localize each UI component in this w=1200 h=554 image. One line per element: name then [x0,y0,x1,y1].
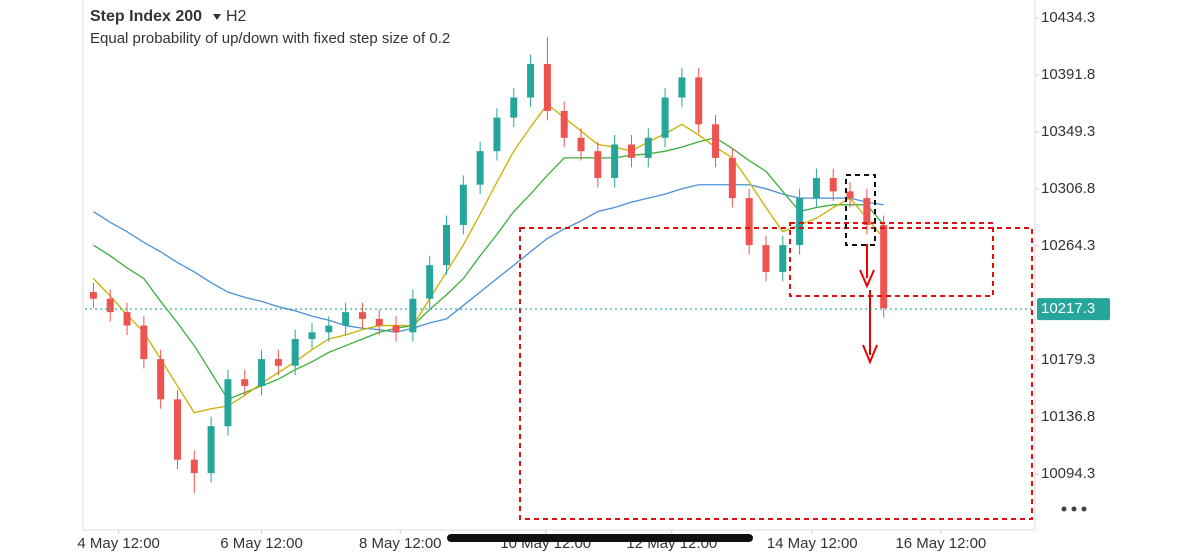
candle-body [291,338,299,366]
highlight-box [845,174,876,246]
timeframe[interactable]: H2 [226,8,247,25]
candle-body [409,298,417,333]
menu-dot[interactable] [1061,506,1067,512]
dropdown-icon[interactable] [213,14,221,20]
zone-box [519,227,1033,520]
candle-body [695,77,703,125]
x-tick-label: 6 May 12:00 [220,535,303,552]
candle-body [594,151,602,179]
candle-body [157,359,165,400]
candle-body [846,191,854,199]
candle-body [358,312,366,319]
candle-body [241,379,249,386]
candle-body [678,77,686,98]
candle-body [459,184,467,225]
candle-body [308,332,316,339]
candle-body [392,325,400,333]
candle-body [527,63,535,98]
candle-body [426,265,434,299]
arrow-head [862,344,878,365]
menu-dot[interactable] [1081,506,1087,512]
candle-body [190,459,198,474]
candle-body [443,224,451,266]
last-price-box [1037,298,1110,321]
y-tick-label: 10264.3 [1041,237,1095,254]
candle-body [745,198,753,246]
candle-body [577,137,585,152]
y-tick-label: 10349.3 [1041,123,1095,140]
candle-body [274,359,282,366]
candle-body [493,117,501,152]
x-tick-label: 16 May 12:00 [895,535,986,552]
candle-body [779,245,787,272]
candle-body [140,325,148,360]
home-indicator [447,534,753,542]
chart-title: Step Index 200 [90,8,202,25]
candle-body [611,144,619,179]
y-tick-label: 10094.3 [1041,465,1095,482]
candle-body [123,312,131,326]
candle-body [728,157,736,199]
menu-dot[interactable] [1071,506,1077,512]
candle-body [106,298,114,313]
zone-box [789,222,994,297]
y-tick-label: 10391.8 [1041,66,1095,83]
candle-body [661,97,669,138]
candle-body [712,124,720,158]
plot-area [89,37,888,494]
x-tick-label: 8 May 12:00 [359,535,442,552]
candle-body [476,151,484,185]
candle-body [863,198,871,225]
candle-body [342,312,350,326]
y-tick-label: 10179.3 [1041,351,1095,368]
candle-body [796,198,804,246]
candle-body [173,399,181,460]
more-menu[interactable] [1061,506,1087,512]
y-tick-label: 10306.8 [1041,180,1095,197]
candle-body [543,63,551,111]
y-tick-label: 10136.8 [1041,408,1095,425]
candle-body [375,318,383,326]
candle-body [510,97,518,118]
candle-body [812,178,820,199]
candle-body [89,292,97,299]
candle-body [880,224,888,309]
candle-body [325,325,333,333]
candle-body [829,178,837,192]
candle-body [560,110,568,138]
candle-body [762,245,770,272]
candle-body [207,426,215,474]
chart-subtitle: Equal probability of up/down with fixed … [90,30,450,47]
candle-body [258,359,266,386]
y-tick-label: 10434.3 [1041,9,1095,26]
x-tick-label: 4 May 12:00 [77,535,160,552]
candle-body [644,137,652,158]
x-tick-label: 14 May 12:00 [767,535,858,552]
last-price-label: 10217.3 [1041,300,1095,317]
candle-body [627,144,635,158]
arrow-head [859,269,875,289]
candle-body [224,379,232,427]
annotations [519,174,1033,520]
